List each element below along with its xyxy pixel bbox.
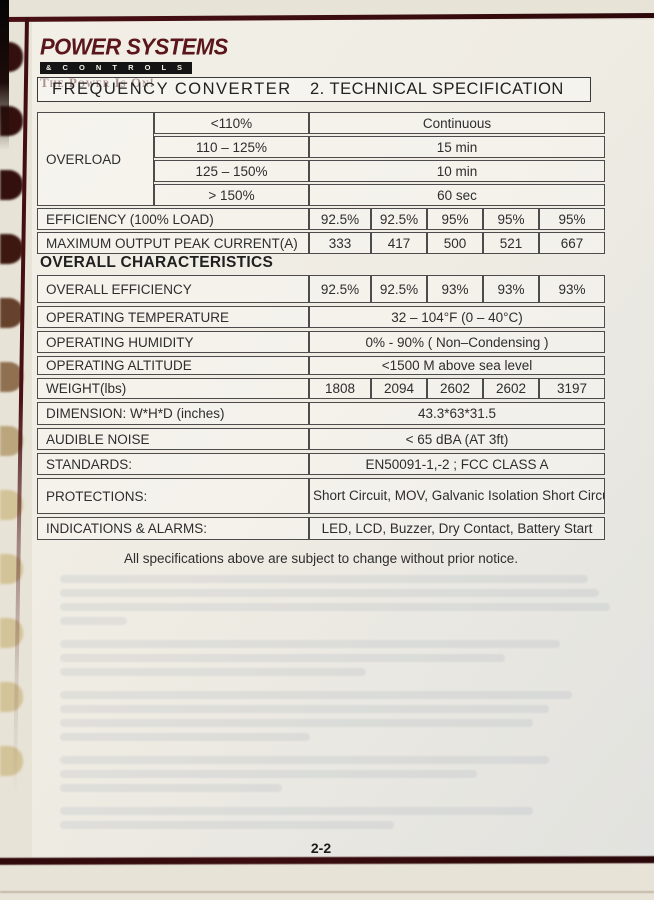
row-label: PROTECTIONS: [37, 478, 309, 514]
table-row: EFFICIENCY (100% LOAD) 92.5% 92.5% 95% 9… [37, 208, 606, 230]
row-label: DIMENSION: W*H*D (inches) [37, 402, 309, 425]
overload-duration: 60 sec [309, 184, 606, 206]
page-border-bottom-faint [0, 891, 654, 893]
table-row: OVERALL EFFICIENCY 92.5% 92.5% 93% 93% 9… [37, 275, 605, 303]
cell-value: 667 [539, 232, 606, 254]
table-row: > 150% 60 sec [37, 184, 606, 206]
binding-finger [0, 362, 23, 392]
table-row: INDICATIONS & ALARMS: LED, LCD, Buzzer, … [37, 517, 605, 540]
row-label: AUDIBLE NOISE [37, 428, 309, 450]
cell-value: 93% [427, 275, 483, 303]
cell-value: 95% [539, 208, 606, 230]
cell-value: 0% - 90% ( Non–Condensing ) [309, 331, 605, 353]
table-row: OPERATING HUMIDITY 0% - 90% ( Non–Conden… [37, 331, 605, 353]
document-page: Power Systems & C O N T R O L S The Powe… [32, 20, 654, 858]
cell-value: 92.5% [309, 275, 371, 303]
row-label: WEIGHT(lbs) [37, 378, 309, 399]
section-heading: OVERALL CHARACTERISTICS [40, 254, 274, 271]
binding-finger [0, 170, 23, 200]
cell-value: <1500 M above sea level [309, 356, 605, 375]
spec-table-overload: OVERLOAD <110% Continuous 110 – 125% 15 … [37, 110, 606, 256]
table-row: AUDIBLE NOISE < 65 dBA (AT 3ft) [37, 428, 605, 450]
page-header-bar: FREQUENCY CONVERTER 2. TECHNICAL SPECIFI… [37, 77, 591, 102]
cell-value: 417 [371, 232, 427, 254]
cell-value: 92.5% [371, 275, 427, 303]
cell-value: 500 [427, 232, 483, 254]
table-row: OVERLOAD <110% Continuous [37, 112, 606, 206]
bleedthrough-paragraph [60, 756, 616, 792]
binding-finger [0, 234, 23, 264]
table-row: 125 – 150% 10 min [37, 160, 606, 182]
cell-value: 2094 [371, 378, 427, 399]
row-label: INDICATIONS & ALARMS: [37, 517, 309, 540]
cell-value: 95% [483, 208, 539, 230]
binding-finger [0, 618, 23, 648]
bleedthrough-paragraph [60, 691, 616, 741]
page-number: 2-2 [310, 840, 332, 856]
cell-value: 333 [309, 232, 371, 254]
table-row: PROTECTIONS: Short Circuit, MOV, Galvani… [37, 478, 605, 514]
overload-duration: 10 min [309, 160, 606, 182]
binding-finger [0, 746, 23, 776]
table-row: DIMENSION: W*H*D (inches) 43.3*63*31.5 [37, 402, 605, 425]
cell-value: 43.3*63*31.5 [309, 402, 605, 425]
cell-value: 1808 [309, 378, 371, 399]
bleedthrough-paragraph [60, 807, 616, 829]
cell-value: 93% [483, 275, 539, 303]
cell-value: 2602 [427, 378, 483, 399]
cell-value: 521 [483, 232, 539, 254]
table-row: STANDARDS: EN50091-1,-2 ; FCC CLASS A [37, 453, 605, 475]
overload-duration: Continuous [309, 112, 606, 134]
cell-value: < 65 dBA (AT 3ft) [309, 428, 605, 450]
cell-value: LED, LCD, Buzzer, Dry Contact, Battery S… [309, 517, 605, 540]
overload-range: 125 – 150% [154, 160, 309, 182]
doc-title: FREQUENCY CONVERTER [52, 80, 292, 98]
cell-value: 3197 [539, 378, 605, 399]
row-label: MAXIMUM OUTPUT PEAK CURRENT(A) [37, 232, 309, 254]
spec-table-overall: OVERALL EFFICIENCY 92.5% 92.5% 93% 93% 9… [37, 272, 605, 543]
cell-value: 32 – 104°F (0 – 40°C) [309, 306, 605, 328]
cell-value: 92.5% [309, 208, 371, 230]
bleedthrough-paragraph [60, 575, 616, 625]
cell-value: 93% [539, 275, 605, 303]
cell-value: 2602 [483, 378, 539, 399]
row-label: OPERATING ALTITUDE [37, 356, 309, 375]
section-title: 2. TECHNICAL SPECIFICATION [310, 80, 564, 98]
bleedthrough-paragraph [60, 640, 616, 676]
table-row: WEIGHT(lbs) 1808 2094 2602 2602 3197 [37, 378, 605, 399]
scan-edge-shadow [0, 0, 9, 150]
cell-value: 95% [427, 208, 483, 230]
table-row: 110 – 125% 15 min [37, 136, 606, 158]
logo-name: Power Systems [40, 33, 228, 60]
bleedthrough-text [60, 569, 616, 844]
row-label: OVERALL EFFICIENCY [37, 275, 309, 303]
overload-range: > 150% [154, 184, 309, 206]
table-row: OPERATING ALTITUDE <1500 M above sea lev… [37, 356, 605, 375]
overload-range: <110% [154, 112, 309, 134]
binding-finger [0, 298, 23, 328]
row-label: OPERATING HUMIDITY [37, 331, 309, 353]
table-row: OPERATING TEMPERATURE 32 – 104°F (0 – 40… [37, 306, 605, 328]
cell-value: 92.5% [371, 208, 427, 230]
row-label: STANDARDS: [37, 453, 309, 475]
overload-duration: 15 min [309, 136, 606, 158]
cell-value: Short Circuit, MOV, Galvanic Isolation S… [309, 478, 605, 514]
table-row: MAXIMUM OUTPUT PEAK CURRENT(A) 333 417 5… [37, 232, 606, 254]
page-border-bottom [0, 856, 654, 865]
row-label: EFFICIENCY (100% LOAD) [37, 208, 309, 230]
logo-subname: & C O N T R O L S [40, 62, 192, 74]
row-label: OVERLOAD [37, 112, 154, 206]
cell-value: EN50091-1,-2 ; FCC CLASS A [309, 453, 605, 475]
row-label: OPERATING TEMPERATURE [37, 306, 309, 328]
binding-finger [0, 682, 23, 712]
disclaimer-note: All specifications above are subject to … [124, 551, 518, 566]
overload-range: 110 – 125% [154, 136, 309, 158]
